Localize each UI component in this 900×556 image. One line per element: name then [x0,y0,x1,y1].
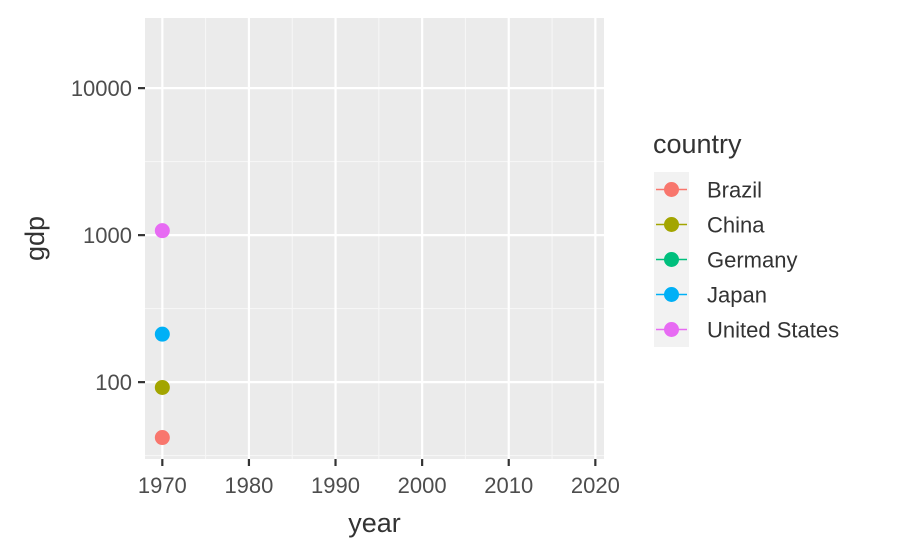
x-axis: 1970 1980 1990 2000 2010 2020 [138,459,620,498]
legend-item: Brazil [656,178,762,203]
legend-key-point [664,217,679,232]
legend-item: Japan [656,283,767,308]
y-tick-label: 100 [95,370,132,395]
data-point [154,379,170,395]
y-tick-label: 10000 [71,76,132,101]
data-point [154,223,170,239]
data-points [154,223,170,446]
legend-label: United States [707,318,839,343]
legend-item: China [656,213,765,238]
x-tick-label: 1970 [138,473,187,498]
legend-item: Germany [656,248,797,273]
x-tick-label: 2000 [398,473,447,498]
y-axis: 100 1000 10000 [71,76,145,395]
y-axis-title: gdp [20,216,50,261]
data-point [154,326,170,342]
x-tick-label: 1980 [224,473,273,498]
data-point [154,430,170,446]
x-tick-label: 1990 [311,473,360,498]
major-gridlines [145,18,604,459]
minor-gridlines [145,18,604,459]
legend-label: Brazil [707,178,762,203]
legend-key-point [664,287,679,302]
x-axis-title: year [348,508,401,538]
legend-label: Japan [707,283,767,308]
legend-title: country [653,129,742,159]
legend: country Brazil China Germany Japan United St… [653,129,839,347]
legend-label: China [707,213,765,238]
x-tick-label: 2020 [571,473,620,498]
x-tick-label: 2010 [484,473,533,498]
legend-label: Germany [707,248,797,273]
legend-key-point [664,252,679,267]
legend-key-point [664,322,679,337]
legend-item: United States [656,318,839,343]
legend-key-point [664,182,679,197]
plot-panel [145,18,604,459]
y-tick-label: 1000 [83,223,132,248]
